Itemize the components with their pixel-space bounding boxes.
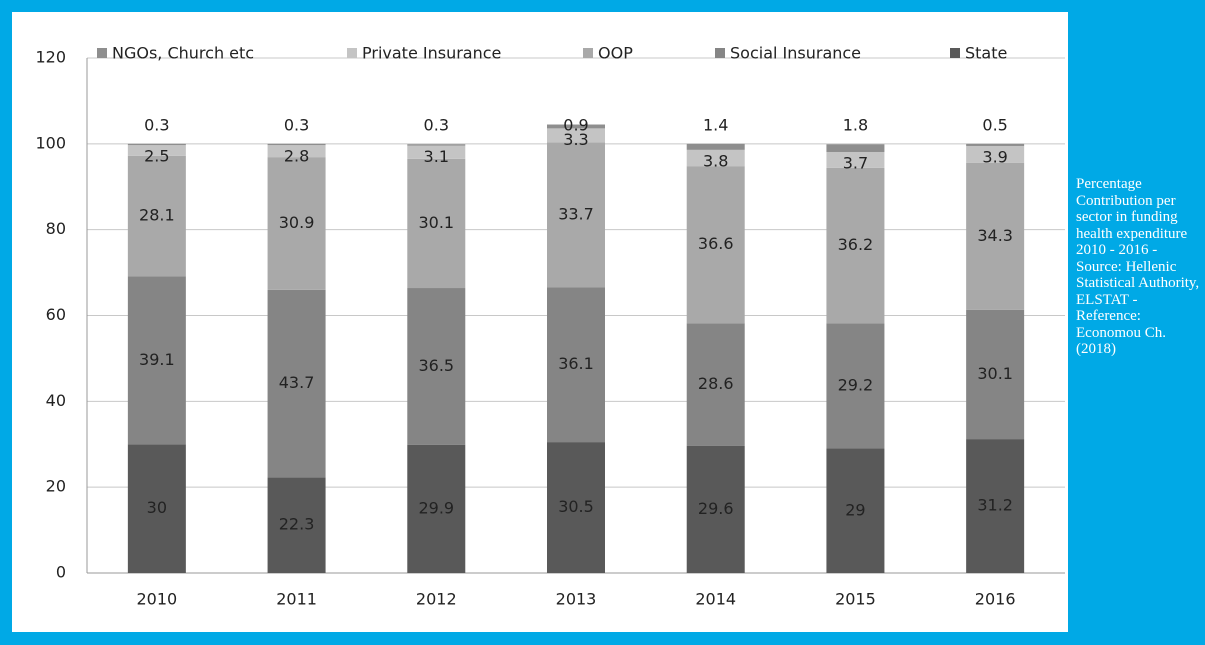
data-label: 22.3	[279, 515, 315, 534]
bar-segment	[547, 442, 605, 573]
bar-segment	[127, 276, 186, 445]
y-tick-label: 120	[35, 48, 66, 67]
chart-panel	[12, 12, 1068, 632]
y-tick-label: 40	[46, 391, 66, 410]
x-tick-label: 2010	[136, 590, 177, 609]
data-label: 30.9	[279, 213, 315, 232]
data-label: 29.2	[838, 375, 874, 394]
bar-segment	[407, 144, 466, 146]
x-tick-label: 2012	[416, 590, 457, 609]
bar-segment	[407, 288, 466, 445]
bar-segment	[267, 157, 326, 290]
y-tick-label: 60	[46, 305, 66, 324]
x-tick-label: 2014	[695, 590, 736, 609]
bar-segment	[966, 439, 1025, 573]
bar-segment	[407, 158, 466, 289]
bar-segment	[407, 444, 466, 573]
bar-segment	[127, 444, 186, 573]
bar-segment	[127, 145, 186, 156]
bar-segment	[547, 142, 605, 288]
bar-segment	[267, 477, 326, 573]
data-label: 29.9	[418, 498, 454, 517]
legend-label: State	[965, 44, 1007, 63]
data-label: 30.5	[558, 497, 594, 516]
data-label: 3.7	[843, 153, 868, 172]
data-label: 39.1	[139, 350, 175, 369]
bar-segment	[686, 149, 745, 167]
legend-swatch	[347, 48, 357, 58]
data-label: 3.1	[424, 147, 449, 166]
bar-segment	[547, 128, 605, 143]
bar-segment	[966, 145, 1025, 163]
x-tick-label: 2011	[276, 590, 317, 609]
legend-label: Private Insurance	[362, 44, 501, 63]
data-label: 30.1	[418, 213, 454, 232]
data-label: 36.5	[418, 356, 454, 375]
bar-segment	[966, 143, 1025, 146]
data-label: 3.8	[703, 151, 728, 170]
y-tick-label: 80	[46, 219, 66, 238]
data-label: 36.2	[838, 235, 874, 254]
legend-swatch	[97, 48, 107, 58]
data-label: 29.6	[698, 499, 734, 518]
data-label: 0.5	[982, 115, 1007, 134]
data-label: 3.9	[982, 147, 1007, 166]
data-label: 0.3	[284, 115, 309, 134]
data-label: 31.2	[977, 496, 1013, 515]
bar-segment	[686, 323, 745, 446]
bar-segment	[966, 309, 1025, 440]
bar-segment	[826, 151, 885, 168]
data-label: 1.8	[843, 115, 868, 134]
legend-label: NGOs, Church etc	[112, 44, 254, 63]
bar-segment	[826, 448, 885, 573]
data-label: 30	[147, 498, 167, 517]
data-label: 36.1	[558, 354, 594, 373]
x-tick-label: 2016	[975, 590, 1016, 609]
data-label: 1.4	[703, 115, 728, 134]
data-label: 0.9	[563, 115, 588, 134]
data-label: 29	[845, 500, 865, 519]
bar-segment	[826, 144, 885, 152]
bar-segment	[686, 143, 745, 150]
bar-segment	[267, 289, 326, 478]
caption: Percentage Contribution per sector in fu…	[1076, 176, 1200, 357]
data-label: 33.7	[558, 204, 594, 223]
bar-segment	[547, 287, 605, 443]
data-label: 36.6	[698, 234, 734, 253]
data-label: 0.3	[424, 115, 449, 134]
y-tick-label: 100	[35, 133, 66, 152]
bar-segment	[826, 323, 885, 449]
legend-swatch	[715, 48, 725, 58]
data-label: 3.3	[563, 130, 588, 149]
bar-segment	[127, 155, 186, 277]
data-label: 28.6	[698, 374, 734, 393]
legend-swatch	[583, 48, 593, 58]
bar-segment	[127, 143, 186, 146]
x-tick-label: 2015	[835, 590, 876, 609]
y-tick-label: 20	[46, 477, 66, 496]
data-label: 0.3	[144, 115, 169, 134]
bar-segment	[267, 143, 326, 146]
x-tick-label: 2013	[556, 590, 597, 609]
legend-label: OOP	[598, 44, 633, 63]
legend-label: Social Insurance	[730, 44, 861, 63]
data-label: 43.7	[279, 373, 315, 392]
data-label: 30.1	[977, 364, 1013, 383]
y-tick-label: 0	[56, 563, 66, 582]
data-label: 28.1	[139, 206, 175, 225]
data-label: 34.3	[977, 226, 1013, 245]
bar-segment	[686, 166, 745, 324]
bar-segment	[407, 145, 466, 159]
bar-segment	[686, 445, 745, 573]
bar-segment	[966, 162, 1025, 310]
bar-segment	[547, 124, 605, 129]
legend-swatch	[950, 48, 960, 58]
bar-segment	[267, 145, 326, 158]
data-label: 2.8	[284, 147, 309, 166]
bar-segment	[826, 167, 885, 324]
data-label: 2.5	[144, 147, 169, 166]
